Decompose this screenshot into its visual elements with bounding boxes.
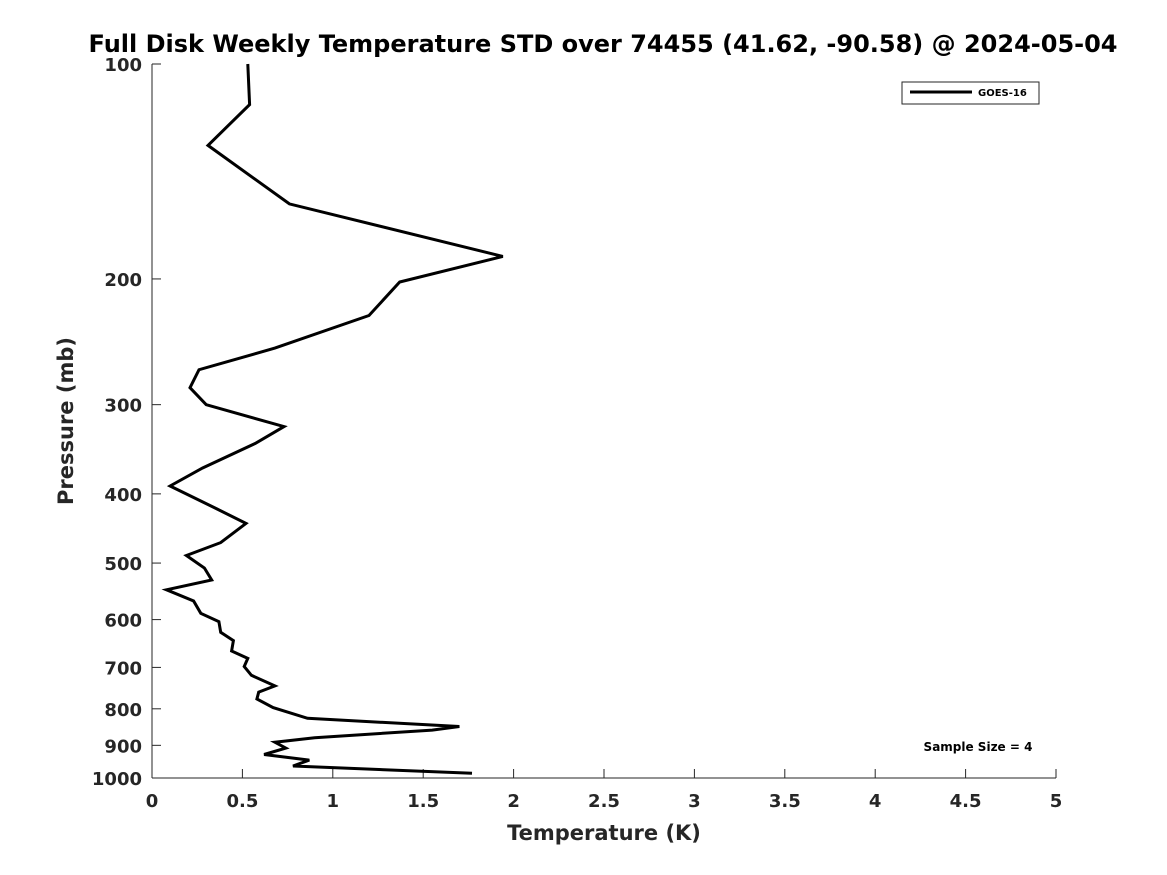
x-tick-label: 1 (327, 791, 340, 812)
legend: GOES-16 (901, 81, 1040, 105)
y-tick-label: 600 (104, 611, 142, 632)
chart-title: Full Disk Weekly Temperature STD over 74… (89, 30, 1118, 58)
x-axis-ticks: 0 0.5 1 1.5 2 2.5 3 3.5 4 4.5 5 (146, 769, 1063, 812)
x-tick-label: 4.5 (950, 791, 982, 812)
plot-area (152, 64, 1056, 778)
y-axis-label: Pressure (mb) (54, 337, 78, 505)
y-tick-label: 800 (104, 700, 142, 721)
y-tick-label: 1000 (92, 769, 142, 790)
y-tick-label: 200 (104, 270, 142, 291)
y-axis-ticks: 100 200 300 400 500 600 700 800 900 1000 (92, 55, 161, 790)
x-axis-label: Temperature (K) (507, 821, 701, 845)
sample-size-annotation: Sample Size = 4 (924, 740, 1033, 754)
legend-entry-goes-16: GOES-16 (978, 88, 1027, 99)
x-tick-label: 1.5 (407, 791, 439, 812)
y-tick-label: 400 (104, 485, 142, 506)
y-tick-label: 700 (104, 658, 142, 679)
x-tick-label: 5 (1050, 791, 1063, 812)
x-tick-label: 0 (146, 791, 159, 812)
y-tick-label: 100 (104, 55, 142, 76)
series-line-goes-16 (161, 63, 504, 775)
x-tick-label: 2.5 (588, 791, 620, 812)
x-tick-label: 3 (688, 791, 701, 812)
y-tick-label: 900 (104, 736, 142, 757)
y-tick-label: 500 (104, 554, 142, 575)
x-tick-label: 0.5 (226, 791, 258, 812)
x-tick-label: 4 (869, 791, 882, 812)
x-tick-label: 2 (507, 791, 520, 812)
x-tick-label: 3.5 (769, 791, 801, 812)
y-tick-label: 300 (104, 396, 142, 417)
